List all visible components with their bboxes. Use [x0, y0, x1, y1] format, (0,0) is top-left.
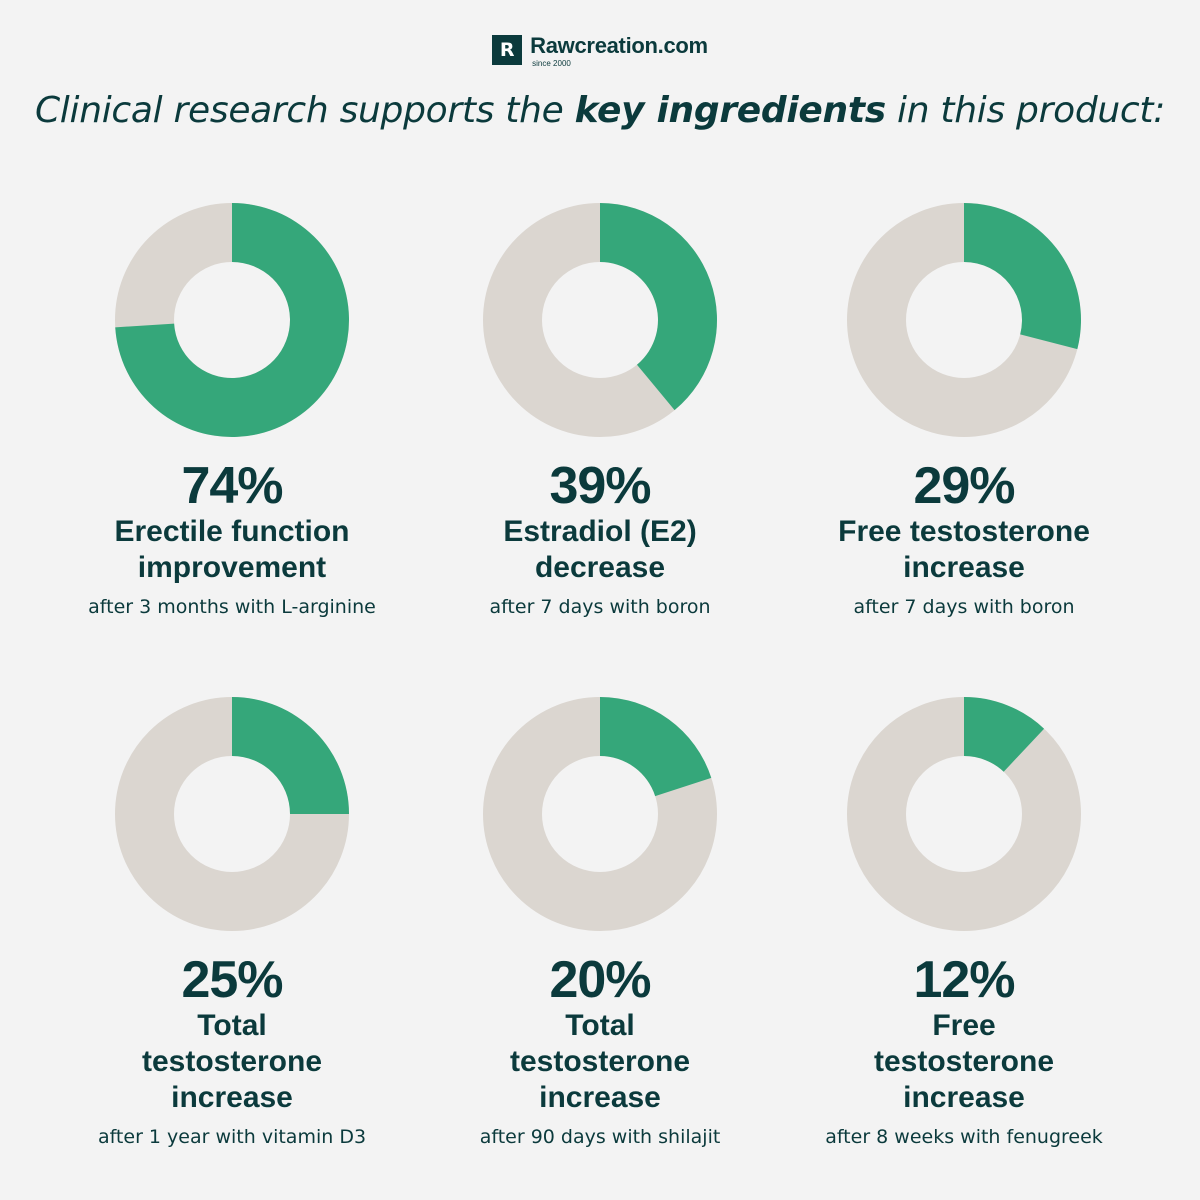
stat-card-total-testosterone-d3: 25% Total testosterone increase after 1 … — [52, 696, 412, 1149]
stat-card-total-testosterone-shilajit: 20% Total testosterone increase after 90… — [420, 696, 780, 1149]
stat-caption: after 3 months with L-arginine — [88, 596, 376, 618]
stat-card-erectile: 74% Erectile function improvement after … — [52, 202, 412, 619]
headline-part1: Clinical research supports the — [34, 90, 575, 131]
donut-chart — [115, 203, 350, 438]
stat-card-free-testosterone-fenugreek: 12% Free testosterone increase after 8 w… — [784, 696, 1144, 1149]
headline-bold: key ingredients — [574, 90, 887, 131]
stat-caption: after 7 days with boron — [489, 596, 711, 618]
donut-value-slice — [600, 697, 712, 797]
stat-title: Estradiol (E2) decrease — [503, 515, 697, 584]
percent-value: 39% — [549, 457, 651, 515]
headline: Clinical research supports the key ingre… — [0, 90, 1200, 132]
stat-card-free-testosterone-boron: 29% Free testosterone increase after 7 d… — [784, 202, 1144, 619]
brand-mark-icon: R — [492, 35, 523, 65]
brand-since: since 2000 — [532, 59, 571, 68]
donut-value-slice — [115, 203, 350, 438]
headline-part2: in this product: — [885, 90, 1166, 131]
donut-value-slice — [600, 203, 717, 411]
stat-caption: after 1 year with vitamin D3 — [97, 1126, 367, 1148]
percent-value: 20% — [549, 951, 651, 1009]
stat-title: Erectile function improvement — [114, 515, 350, 584]
stat-caption: after 90 days with shilajit — [479, 1126, 721, 1148]
donut-value-slice — [232, 697, 349, 814]
brand-name: Rawcreation.com — [530, 33, 708, 58]
stat-title: Free testosterone increase — [873, 1009, 1055, 1114]
donut-chart — [483, 697, 717, 931]
donut-value-slice — [964, 697, 1045, 772]
donut-value-slice — [964, 203, 1081, 350]
brand-logo: R Rawcreation.com since 2000 — [0, 33, 1200, 68]
stat-caption: after 7 days with boron — [853, 596, 1075, 618]
stat-title: Total testosterone increase — [509, 1009, 691, 1114]
stat-card-estradiol: 39% Estradiol (E2) decrease after 7 days… — [420, 202, 780, 619]
donut-chart — [847, 697, 1081, 931]
stat-title: Total testosterone increase — [141, 1009, 323, 1114]
stat-caption: after 8 weeks with fenugreek — [825, 1126, 1103, 1148]
donut-chart — [483, 203, 717, 437]
percent-value: 12% — [913, 951, 1015, 1009]
donut-chart — [115, 697, 349, 931]
percent-value: 29% — [913, 457, 1015, 515]
stat-title: Free testosterone increase — [838, 515, 1090, 584]
brand-text: Rawcreation.com since 2000 — [530, 33, 708, 68]
percent-value: 25% — [181, 951, 283, 1009]
percent-value: 74% — [181, 457, 283, 515]
donut-chart — [847, 203, 1081, 437]
